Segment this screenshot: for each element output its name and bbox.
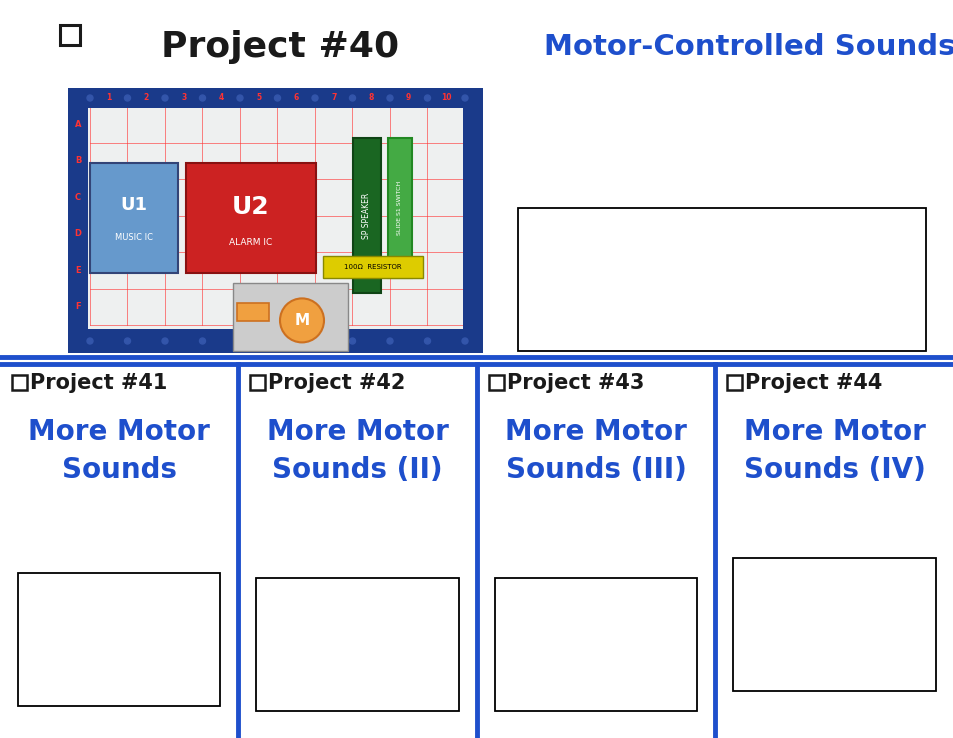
Text: Project #43: Project #43 bbox=[506, 373, 643, 393]
Text: 6: 6 bbox=[294, 94, 298, 103]
Circle shape bbox=[312, 338, 317, 344]
Bar bbox=[90, 163, 178, 273]
Text: A: A bbox=[74, 120, 81, 128]
Text: 4: 4 bbox=[218, 94, 224, 103]
Circle shape bbox=[199, 95, 205, 101]
Bar bbox=[388, 138, 412, 278]
Text: 9: 9 bbox=[406, 94, 411, 103]
Text: SLIDE S1 SWITCH: SLIDE S1 SWITCH bbox=[397, 181, 402, 235]
Bar bbox=[489, 375, 503, 390]
Circle shape bbox=[125, 338, 131, 344]
Circle shape bbox=[424, 338, 430, 344]
Circle shape bbox=[349, 95, 355, 101]
Bar bbox=[323, 256, 422, 278]
Circle shape bbox=[424, 95, 430, 101]
Circle shape bbox=[87, 95, 92, 101]
Circle shape bbox=[162, 95, 168, 101]
Bar bbox=[68, 88, 482, 108]
Text: Project #41: Project #41 bbox=[30, 373, 167, 393]
Text: More Motor: More Motor bbox=[29, 418, 210, 446]
Text: 100Ω  RESISTOR: 100Ω RESISTOR bbox=[344, 264, 401, 270]
Text: Sounds (II): Sounds (II) bbox=[273, 456, 442, 484]
Circle shape bbox=[274, 95, 280, 101]
Bar bbox=[68, 88, 482, 353]
Bar bbox=[233, 283, 348, 351]
Circle shape bbox=[87, 338, 92, 344]
Circle shape bbox=[312, 95, 317, 101]
Circle shape bbox=[461, 338, 468, 344]
Bar bbox=[733, 558, 935, 691]
Circle shape bbox=[199, 338, 205, 344]
Circle shape bbox=[280, 298, 324, 342]
Text: Motor-Controlled Sounds: Motor-Controlled Sounds bbox=[543, 33, 953, 61]
Text: 10: 10 bbox=[440, 94, 451, 103]
Bar bbox=[462, 88, 482, 353]
Bar bbox=[186, 163, 315, 273]
Bar bbox=[18, 573, 220, 706]
Text: More Motor: More Motor bbox=[743, 418, 924, 446]
Circle shape bbox=[387, 338, 393, 344]
Circle shape bbox=[387, 95, 393, 101]
Text: Project #44: Project #44 bbox=[744, 373, 882, 393]
Text: Project #40: Project #40 bbox=[161, 30, 398, 64]
Circle shape bbox=[125, 95, 131, 101]
Bar bbox=[236, 303, 269, 322]
Text: Sounds (IV): Sounds (IV) bbox=[743, 456, 924, 484]
Text: More Motor: More Motor bbox=[505, 418, 686, 446]
Text: U1: U1 bbox=[120, 196, 148, 214]
Text: ALARM IC: ALARM IC bbox=[229, 238, 273, 246]
Text: MUSIC IC: MUSIC IC bbox=[115, 233, 152, 242]
Bar bbox=[727, 375, 741, 390]
Text: U2: U2 bbox=[232, 195, 270, 219]
Text: Sounds: Sounds bbox=[62, 456, 176, 484]
Bar bbox=[517, 208, 925, 351]
Bar bbox=[353, 138, 380, 293]
Circle shape bbox=[274, 338, 280, 344]
Circle shape bbox=[236, 95, 243, 101]
Bar bbox=[60, 25, 80, 45]
Text: 2: 2 bbox=[144, 94, 149, 103]
Text: C: C bbox=[75, 193, 81, 201]
Bar bbox=[68, 329, 482, 353]
Text: B: B bbox=[74, 156, 81, 165]
Circle shape bbox=[461, 95, 468, 101]
Text: 8: 8 bbox=[368, 94, 374, 103]
Bar bbox=[495, 578, 697, 711]
Circle shape bbox=[162, 338, 168, 344]
Text: M: M bbox=[294, 313, 309, 328]
Text: Project #42: Project #42 bbox=[268, 373, 405, 393]
Text: F: F bbox=[75, 303, 81, 311]
Text: 3: 3 bbox=[181, 94, 186, 103]
Bar bbox=[251, 375, 265, 390]
Text: SP SPEAKER: SP SPEAKER bbox=[362, 193, 371, 238]
Text: 5: 5 bbox=[256, 94, 261, 103]
Text: 1: 1 bbox=[106, 94, 112, 103]
Circle shape bbox=[236, 338, 243, 344]
Text: More Motor: More Motor bbox=[267, 418, 448, 446]
Text: Sounds (III): Sounds (III) bbox=[505, 456, 686, 484]
Text: E: E bbox=[75, 266, 81, 275]
Text: D: D bbox=[74, 230, 81, 238]
Bar bbox=[12, 375, 27, 390]
Bar bbox=[68, 88, 88, 353]
Circle shape bbox=[349, 338, 355, 344]
Bar bbox=[256, 578, 458, 711]
Text: 7: 7 bbox=[331, 94, 336, 103]
